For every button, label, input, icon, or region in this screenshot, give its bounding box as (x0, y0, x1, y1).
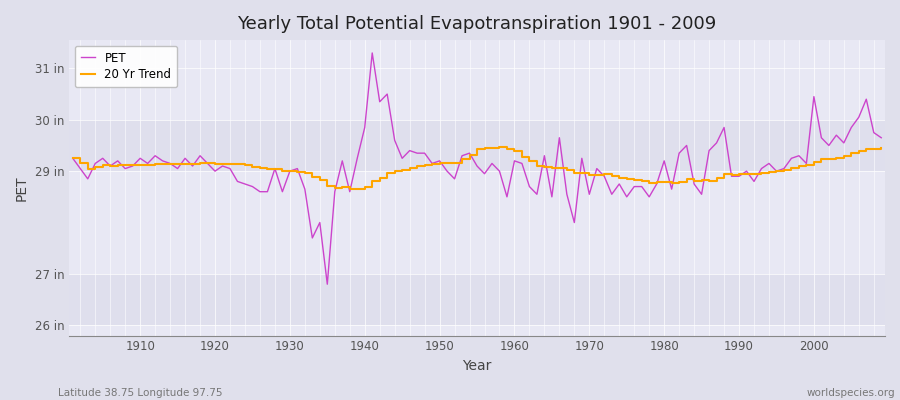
Line: 20 Yr Trend: 20 Yr Trend (73, 147, 881, 189)
PET (524, 184, 535, 189)
X-axis label: Year: Year (463, 359, 491, 373)
Title: Yearly Total Potential Evapotranspiration 1901 - 2009: Yearly Total Potential Evapotranspiratio… (238, 15, 716, 33)
Y-axis label: PET: PET (15, 175, 29, 201)
20 Yr Trend (345, 187, 356, 192)
20 Yr Trend (517, 154, 527, 159)
20 Yr Trend (876, 145, 886, 150)
20 Yr Trend (337, 185, 347, 190)
PET (367, 50, 378, 55)
Legend: PET, 20 Yr Trend: PET, 20 Yr Trend (75, 46, 177, 87)
PET (614, 182, 625, 186)
PET (345, 189, 356, 194)
PET (68, 156, 78, 161)
20 Yr Trend (524, 158, 535, 163)
PET (517, 161, 527, 166)
PET (127, 164, 138, 168)
Bar (69, 120, 885, 171)
20 Yr Trend (494, 145, 505, 150)
Text: Latitude 38.75 Longitude 97.75: Latitude 38.75 Longitude 97.75 (58, 388, 223, 398)
Line: PET: PET (73, 53, 881, 284)
PET (322, 282, 333, 286)
20 Yr Trend (614, 176, 625, 180)
PET (876, 135, 886, 140)
PET (292, 166, 302, 171)
20 Yr Trend (292, 169, 302, 174)
Bar (69, 274, 885, 325)
Text: worldspecies.org: worldspecies.org (807, 388, 896, 398)
20 Yr Trend (68, 156, 78, 161)
20 Yr Trend (127, 163, 138, 168)
